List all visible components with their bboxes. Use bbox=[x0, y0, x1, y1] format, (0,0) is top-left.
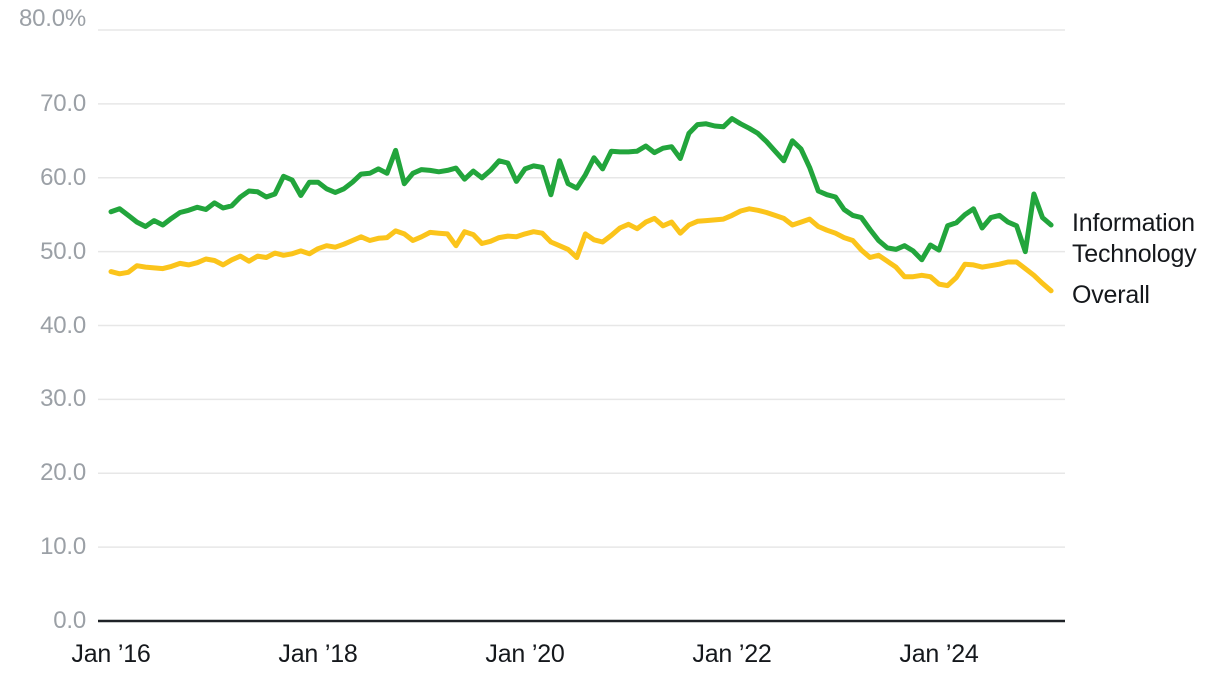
x-tick-label: Jan ’18 bbox=[278, 640, 358, 668]
y-tick-label: 30.0 bbox=[40, 385, 86, 413]
y-tick-label: 20.0 bbox=[40, 459, 86, 487]
series-label-line: Overall bbox=[1072, 281, 1150, 309]
y-tick-label: 0.0 bbox=[53, 607, 86, 634]
y-tick-label: 40.0 bbox=[40, 311, 86, 339]
series-label-line: Information bbox=[1072, 209, 1195, 237]
x-tick-label: Jan ’20 bbox=[485, 640, 565, 668]
x-tick-label: Jan ’16 bbox=[71, 640, 151, 668]
series-line-overall bbox=[108, 206, 1054, 294]
series-label-information-technology: Information Technology bbox=[1072, 208, 1197, 270]
x-tick-label: Jan ’22 bbox=[692, 640, 772, 668]
y-tick-label: 70.0 bbox=[40, 89, 86, 117]
series-line-information-technology bbox=[108, 116, 1054, 263]
series-label-line: Technology bbox=[1072, 240, 1197, 268]
x-tick-label: Jan ’24 bbox=[899, 640, 979, 668]
y-tick-label: 50.0 bbox=[40, 237, 86, 265]
y-tick-label: 60.0 bbox=[40, 163, 86, 191]
series-label-overall: Overall bbox=[1072, 280, 1150, 311]
y-tick-label: 80.0% bbox=[18, 5, 86, 32]
y-tick-label: 10.0 bbox=[40, 533, 86, 561]
